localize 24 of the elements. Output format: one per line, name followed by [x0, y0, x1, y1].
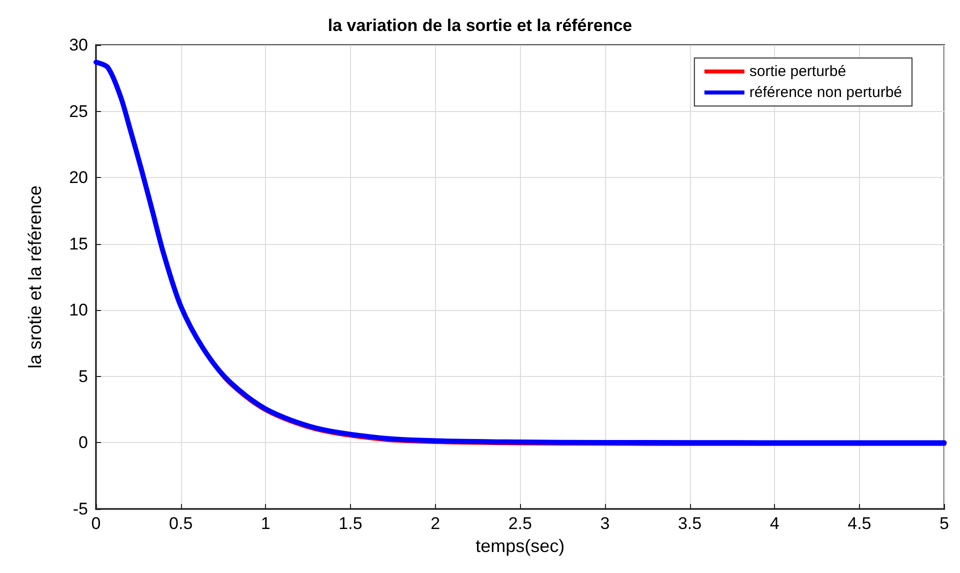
x-tick-label: 5: [940, 514, 950, 533]
legend-label: référence non perturbé: [749, 84, 902, 101]
x-tick-label: 2: [430, 514, 440, 533]
x-tick-label: 2.5: [508, 514, 532, 533]
y-tick-label: 30: [69, 36, 88, 54]
y-tick-label: -5: [72, 500, 88, 518]
y-tick-label: 25: [69, 102, 88, 121]
y-tick-label: 20: [69, 168, 88, 188]
y-tick-label: 10: [69, 300, 88, 320]
x-tick-label: 1: [260, 514, 270, 533]
x-tick-label: 4.5: [848, 514, 872, 533]
y-tick-label: 15: [69, 234, 88, 254]
y-tick-label: 0: [78, 433, 88, 452]
x-tick-label: 0.5: [169, 514, 193, 533]
x-tick-label: 4: [770, 514, 780, 533]
x-tick-label: 1.5: [338, 514, 362, 533]
y-axis-title: la srotie et la référence: [25, 185, 45, 369]
y-tick-label: 5: [78, 366, 88, 386]
x-tick-label: 0: [91, 514, 101, 533]
x-tick-label: 3: [600, 514, 610, 533]
x-axis-title: temps(sec): [476, 536, 565, 556]
chart-title: la variation de la sortie et la référence: [328, 16, 632, 35]
legend-label: sortie perturbé: [749, 63, 846, 80]
x-tick-label: 3.5: [678, 514, 702, 533]
